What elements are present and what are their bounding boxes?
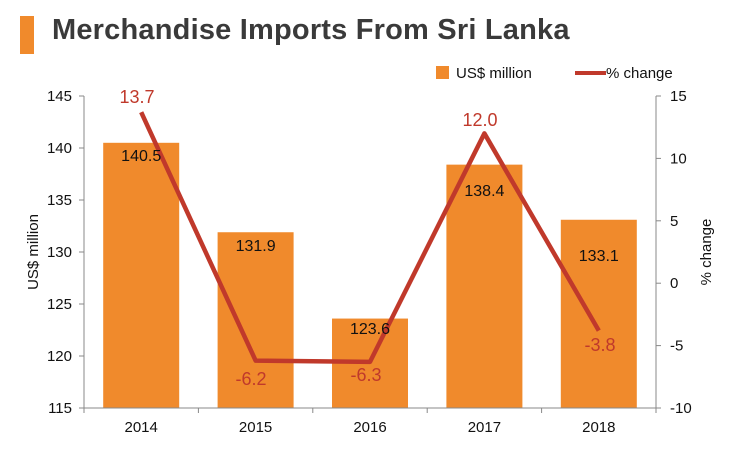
y-tick-label-left: 120 [47,348,72,365]
bar-value-label: 140.5 [121,148,161,165]
line-value-label: -6.2 [235,369,266,389]
bar-value-label: 138.4 [464,183,504,200]
y-tick-label-right: 10 [670,150,687,167]
bar-value-label: 133.1 [579,248,619,265]
bar-2014 [103,142,180,409]
y-tick-label-right: -10 [670,400,692,417]
y-axis-title-left: US$ million [25,214,42,290]
x-tick-label: 2016 [353,419,386,436]
x-tick-label: 2017 [468,419,501,436]
line-series-pct-change [139,111,601,365]
line-value-label: 13.7 [119,87,154,107]
y-tick-label-left: 115 [48,400,72,417]
y-tick-label-left: 140 [47,140,72,157]
y-tick-label-left: 135 [47,192,72,209]
y-tick-label-right: 0 [670,275,678,292]
legend-label-line: % change [606,65,673,82]
bar-value-label: 131.9 [236,238,276,255]
title-accent-bar [20,16,34,54]
x-tick-label: 2018 [582,419,615,436]
legend-label-bar: US$ million [456,65,532,82]
legend-swatch-bar [436,66,449,79]
x-tick-label: 2015 [239,419,272,436]
line-value-label: -6.3 [350,365,381,385]
line-value-label: 12.0 [462,110,497,130]
x-tick-label: 2014 [125,419,158,436]
line-value-label: -3.8 [584,335,615,355]
y-tick-label-left: 145 [47,88,72,105]
y-tick-label-right: 5 [670,213,678,230]
y-axis-title-right: % change [698,219,715,286]
y-tick-label-right: 15 [670,88,687,105]
bar-2018 [560,219,637,408]
bar-2017 [446,164,523,408]
chart-title: Merchandise Imports From Sri Lanka [52,14,570,46]
y-tick-label-left: 125 [47,296,72,313]
bar-value-label: 123.6 [350,321,390,338]
y-tick-label-right: -5 [670,338,683,355]
y-tick-label-left: 130 [47,244,72,261]
bar-2015 [217,232,294,408]
